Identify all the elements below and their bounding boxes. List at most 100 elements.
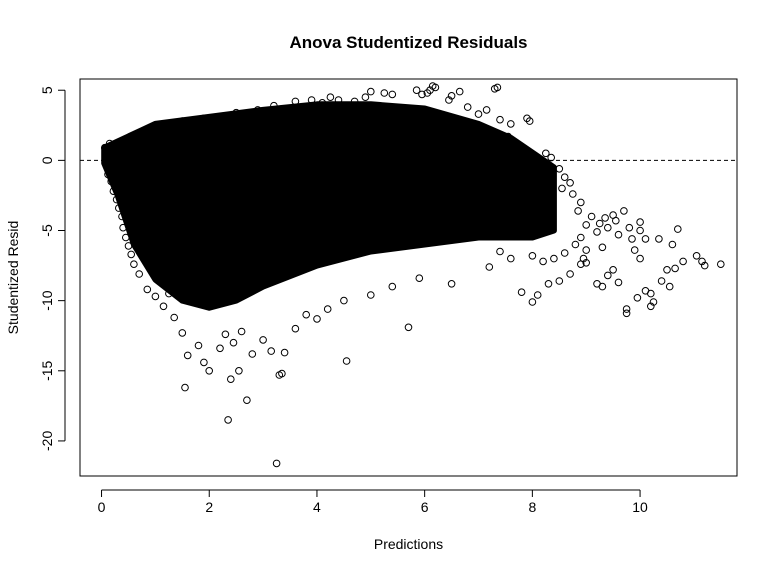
data-point [101, 143, 109, 152]
data-point [663, 266, 671, 274]
data-point [582, 259, 591, 267]
data-point [604, 271, 612, 280]
data-point [229, 338, 238, 347]
plot-area [80, 82, 737, 468]
data-point [243, 396, 251, 405]
data-point [280, 348, 289, 357]
data-point [159, 302, 168, 311]
data-point [127, 250, 135, 259]
data-point [625, 223, 634, 232]
data-point [122, 233, 130, 242]
data-point [539, 257, 547, 266]
data-point [272, 459, 281, 468]
data-point [579, 254, 588, 263]
data-point [318, 99, 327, 107]
data-point [587, 212, 596, 221]
data-point [641, 235, 650, 243]
y-tick-label: -15 [39, 360, 55, 380]
data-point [665, 282, 674, 291]
data-point [165, 289, 173, 298]
data-point [528, 252, 537, 260]
data-point [404, 323, 413, 332]
data-point [205, 367, 213, 375]
y-axis-label: Studentized Resid [5, 221, 21, 335]
data-point [482, 106, 491, 114]
data-point [170, 313, 178, 322]
data-point [609, 266, 617, 274]
data-point [679, 257, 687, 266]
data-point [183, 351, 192, 360]
data-point [119, 223, 127, 232]
data-point [412, 86, 421, 94]
data-point [124, 242, 133, 250]
data-point [504, 132, 512, 141]
data-point [692, 252, 701, 260]
data-point [571, 240, 580, 249]
data-point [178, 117, 187, 125]
x-axis-label: Predictions [374, 536, 443, 552]
data-point [555, 165, 564, 173]
x-tick-label: 2 [205, 499, 213, 515]
data-point [550, 254, 558, 263]
data-point [232, 108, 240, 117]
data-point [104, 170, 112, 179]
data-point [622, 305, 631, 313]
data-point [388, 90, 397, 99]
data-point [115, 204, 123, 212]
data-point [267, 347, 276, 355]
data-point [566, 270, 574, 278]
chart-title: Anova Studentized Residuals [289, 33, 527, 52]
data-point [496, 247, 504, 256]
data-point [622, 309, 631, 318]
data-point [313, 315, 321, 323]
data-point [216, 344, 224, 353]
data-point [109, 187, 118, 195]
data-point [582, 221, 591, 229]
data-point [151, 292, 160, 301]
data-point [628, 235, 636, 243]
data-point [415, 274, 424, 283]
data-point [323, 305, 332, 313]
data-point [227, 375, 235, 384]
data-point [636, 254, 644, 263]
data-point [577, 198, 585, 207]
data-point [614, 278, 623, 287]
data-point [560, 173, 569, 181]
data-point [698, 257, 706, 266]
data-point [525, 117, 534, 125]
data-point [350, 97, 359, 106]
data-point [700, 261, 709, 270]
data-point [388, 282, 397, 291]
y-tick-label: -20 [39, 431, 55, 451]
data-point [633, 294, 642, 302]
data-point [102, 148, 110, 156]
data-point [112, 195, 121, 204]
data-point [598, 282, 607, 291]
data-point [248, 350, 257, 358]
data-point [259, 336, 267, 344]
data-point [105, 139, 114, 148]
data-point [235, 367, 243, 375]
data-point [291, 324, 300, 333]
data-point [671, 264, 679, 273]
data-point [533, 291, 542, 299]
data-point [647, 302, 655, 311]
data-point [302, 310, 311, 319]
data-point [601, 214, 609, 222]
data-point [577, 233, 585, 242]
data-point [528, 298, 537, 306]
data-point [555, 277, 564, 285]
data-point [569, 190, 577, 198]
data-point [668, 240, 677, 249]
y-tick-label: -5 [39, 224, 55, 237]
x-axis: 0 2 4 6 8 10 [98, 489, 648, 515]
data-point [291, 97, 300, 106]
data-point [507, 120, 515, 128]
data-point [181, 383, 189, 392]
data-point [431, 83, 440, 92]
data-point [340, 296, 348, 305]
data-point [342, 357, 351, 365]
data-point [130, 260, 138, 269]
data-point [542, 149, 550, 158]
